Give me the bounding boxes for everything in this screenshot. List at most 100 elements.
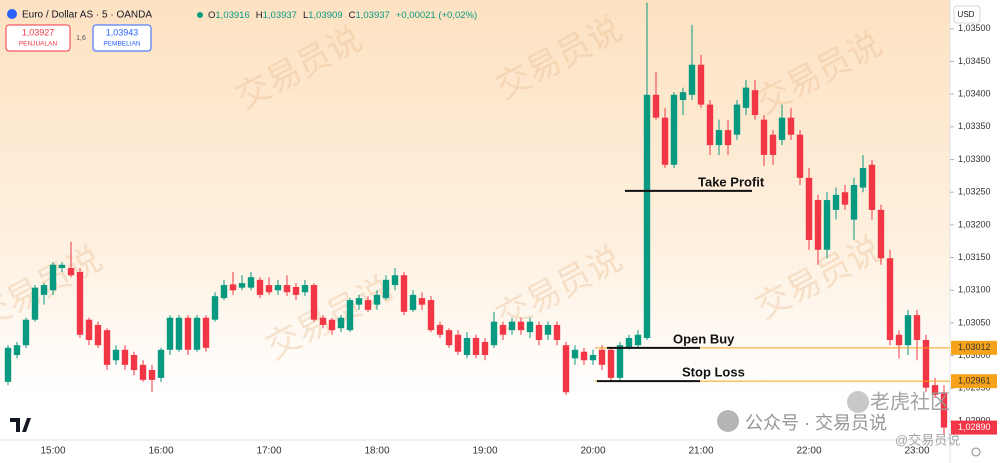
annotation-label: Stop Loss [682, 365, 745, 380]
candle-body [328, 319, 336, 331]
ohlc-value: 1,03916 [215, 10, 249, 21]
candle-body [814, 200, 822, 250]
footer-watermark: 公众号 · 交易员说 [745, 413, 887, 433]
candle-body [751, 90, 759, 116]
y-tick-label: 1,03000 [958, 350, 991, 360]
candle-body [616, 345, 624, 378]
candle-body [139, 364, 147, 380]
buy-button[interactable] [92, 24, 152, 52]
candle-body [661, 117, 669, 165]
candle-body [544, 324, 552, 335]
sell-button[interactable] [5, 24, 71, 52]
x-tick-label: 16:00 [148, 446, 173, 457]
candle-body [472, 338, 480, 356]
candle-body [796, 134, 804, 178]
buy-label: PEMBELIAN [103, 41, 141, 48]
candle-body [805, 177, 813, 240]
currency-button[interactable] [953, 5, 981, 24]
candle-body [859, 168, 867, 188]
price-marker [951, 374, 997, 389]
candle-body [76, 271, 84, 335]
candle-body [31, 287, 39, 320]
candle-body [103, 330, 111, 365]
candle-body [877, 209, 885, 259]
x-tick-label: 22:00 [796, 446, 821, 457]
candle-body [922, 339, 930, 388]
ohlc-legend: O1,03916 H1,03937 L1,03909 C1,03937 +0,00021… [208, 10, 477, 21]
candle-body [256, 279, 264, 295]
candle-body [418, 298, 426, 305]
ohlc-value: 1,03937 [355, 10, 389, 21]
last-price-label: 1,02890 [958, 422, 991, 432]
candle-body [850, 185, 858, 220]
ohlc-change: +0,00021 (+0,02%) [396, 10, 477, 21]
candle-body [202, 317, 210, 348]
candle-body [733, 104, 741, 135]
candle-body [337, 317, 345, 329]
candle-body [400, 275, 408, 312]
sell-price: 1,03927 [22, 27, 55, 37]
candle-body [94, 324, 102, 346]
candle-body [382, 279, 390, 299]
y-tick-label: 1,03400 [958, 89, 991, 99]
candle-body [247, 277, 255, 288]
candle-body [499, 324, 507, 335]
candle-body [364, 300, 372, 310]
candle-body [463, 338, 471, 356]
candle-body [760, 119, 768, 155]
last-price-marker [951, 420, 997, 435]
candle-body [220, 285, 228, 299]
candle-body [931, 385, 939, 395]
candle-body [319, 317, 327, 325]
candle-body [598, 349, 606, 365]
candle-body [436, 324, 444, 335]
annotation-label: Open Buy [673, 331, 735, 346]
candle-body [571, 349, 579, 359]
candle-body [112, 349, 120, 361]
candle-body [211, 296, 219, 320]
ohlc-key: C [349, 10, 356, 21]
annotation-label: Take Profit [698, 174, 765, 189]
candle-body [346, 300, 354, 331]
candle-body [274, 285, 282, 291]
candle-body [445, 330, 453, 346]
candle-body [787, 117, 795, 135]
y-tick-label: 1,03150 [958, 252, 991, 262]
candle-body [409, 294, 417, 310]
y-tick-label: 1,03250 [958, 187, 991, 197]
candle-body [724, 130, 732, 146]
candle-body [301, 285, 309, 293]
candle-body [85, 319, 93, 340]
candle-body [265, 285, 273, 293]
candle-body [904, 315, 912, 346]
x-tick-label: 23:00 [904, 446, 929, 457]
ohlc-value: 1,03909 [308, 10, 342, 21]
candle-body [121, 349, 129, 365]
candle-body [40, 285, 48, 295]
candle-body [742, 87, 750, 108]
x-tick-label: 17:00 [256, 446, 281, 457]
ohlc-key: H [256, 10, 263, 21]
candle-body [238, 283, 246, 288]
settings-icon[interactable] [971, 447, 981, 457]
price-marker-label: 1,02961 [958, 376, 991, 386]
candle-body [166, 317, 174, 350]
footer-watermark: @交易员说 [895, 432, 960, 447]
candle-body [580, 351, 588, 361]
candle-body [373, 294, 381, 305]
candle-body [886, 258, 894, 340]
candle-body [193, 317, 201, 350]
ohlc-key: O [208, 10, 215, 21]
footer-watermark: 老虎社区 [870, 390, 950, 413]
candle-body [823, 200, 831, 250]
x-tick-label: 18:00 [364, 446, 389, 457]
candle-body [841, 192, 849, 205]
symbol-icon [7, 9, 17, 19]
price-marker [951, 340, 997, 355]
x-tick-label: 15:00 [40, 446, 65, 457]
candle-body [697, 64, 705, 105]
candle-body [634, 334, 642, 346]
candle-body [535, 324, 543, 340]
